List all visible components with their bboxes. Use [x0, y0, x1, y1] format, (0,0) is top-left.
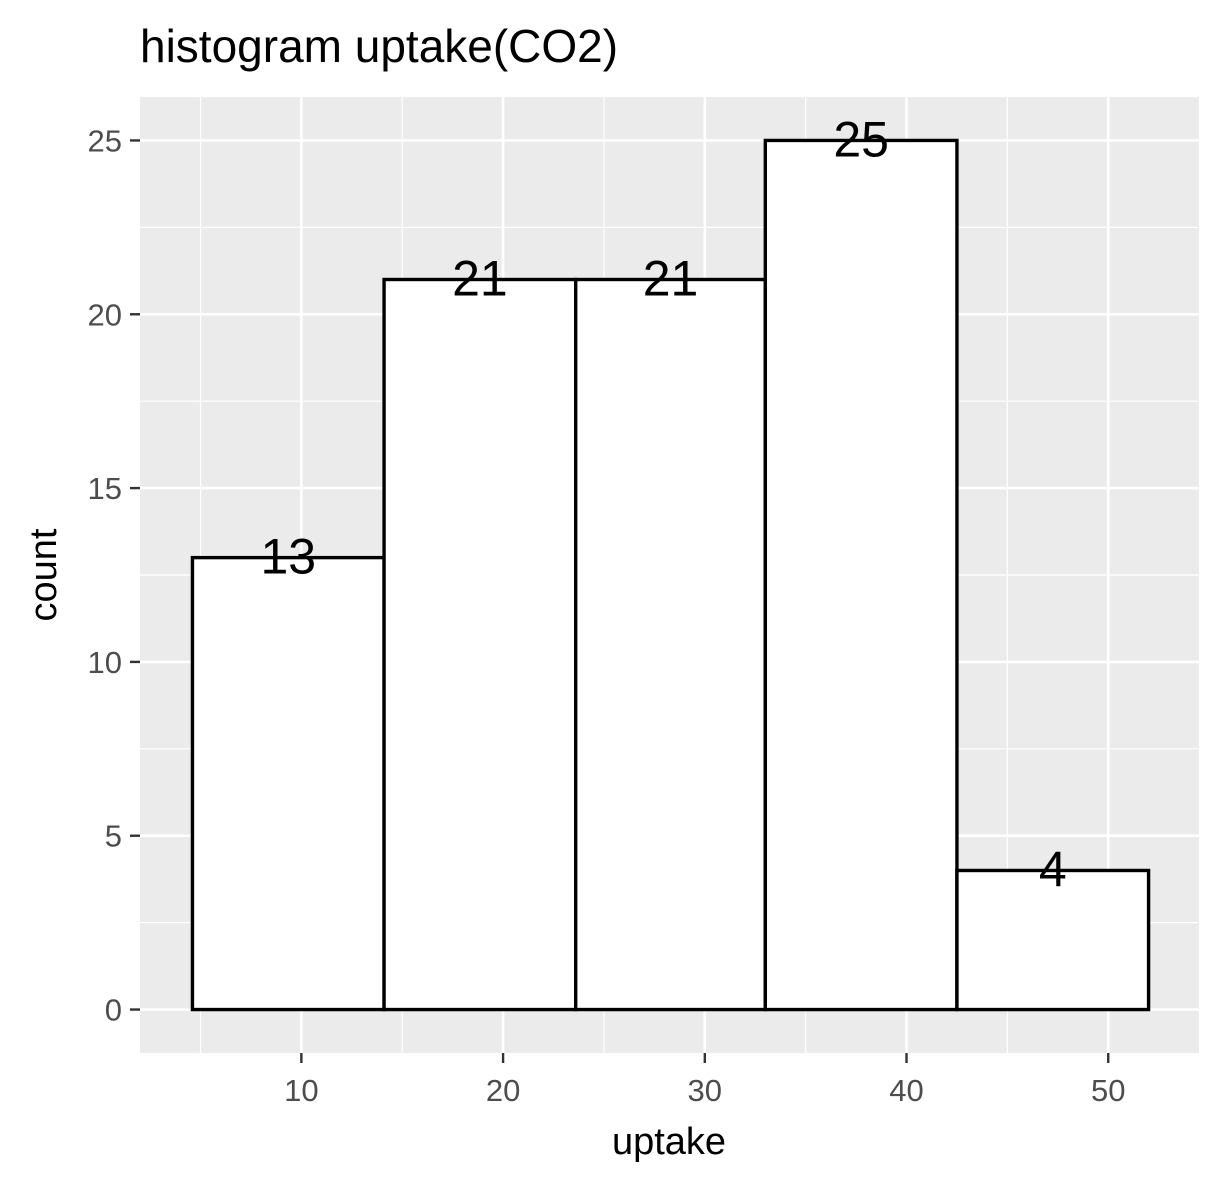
y-tick-label-0: 0 [105, 993, 122, 1028]
x-axis-title: uptake [612, 1121, 726, 1163]
histogram-bar-1 [190, 555, 386, 1012]
x-tick-label-40: 40 [889, 1073, 923, 1108]
histogram-bar-5 [955, 868, 1151, 1012]
bar-count-label-3: 21 [643, 251, 699, 307]
bar-count-labels: 13 21 21 25 4 [260, 111, 1066, 897]
y-axis-title: count [23, 528, 65, 621]
bar-count-label-5: 4 [1039, 841, 1067, 897]
x-tick-label-50: 50 [1091, 1073, 1125, 1108]
histogram-bar-2 [382, 277, 578, 1012]
chart-title: histogram uptake(CO2) [140, 20, 618, 72]
y-tick-label-5: 5 [105, 819, 122, 854]
y-tick-label-25: 25 [88, 123, 122, 158]
x-tick-label-10: 10 [284, 1073, 318, 1108]
y-tick-label-15: 15 [88, 471, 122, 506]
x-tick-label-20: 20 [486, 1073, 520, 1108]
y-tick-label-10: 10 [88, 645, 122, 680]
histogram-bars [190, 138, 1151, 1012]
histogram-bar-3 [574, 277, 768, 1012]
axis-ticks: 10 20 30 40 50 0 5 10 15 20 25 [88, 123, 1126, 1108]
y-tick-label-20: 20 [88, 297, 122, 332]
bar-count-label-1: 13 [260, 529, 316, 585]
histogram-bar-4 [763, 138, 959, 1012]
x-tick-label-30: 30 [688, 1073, 722, 1108]
bar-count-label-4: 25 [833, 111, 889, 167]
bar-count-label-2: 21 [452, 251, 508, 307]
